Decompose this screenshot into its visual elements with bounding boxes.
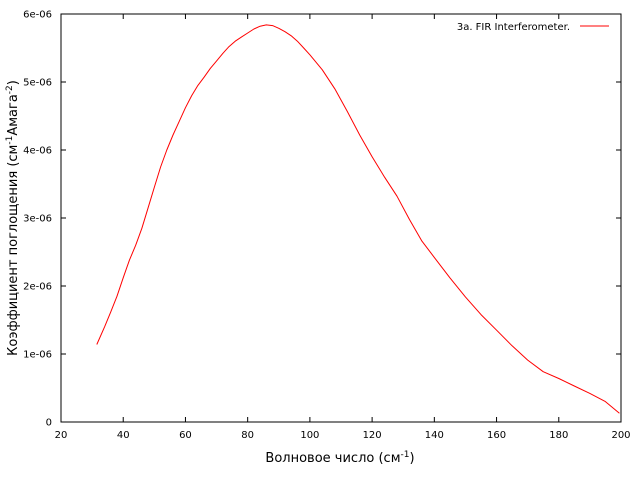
x-tick-label: 200 <box>611 430 630 441</box>
x-tick-label: 80 <box>241 430 254 441</box>
x-tick-label: 140 <box>425 430 444 441</box>
y-tick-label: 5e-06 <box>23 78 52 89</box>
x-tick-label: 60 <box>179 430 192 441</box>
y-axis-label: Коэффициент поглощения (см-1Амага-2) <box>5 80 21 356</box>
y-axis-ticks: 0 1e-06 2e-06 3e-06 4e-06 5e-06 6e-06 <box>23 10 621 429</box>
x-axis-label: Волновое число (см-1) <box>265 450 414 466</box>
x-axis-ticks: 20 40 60 80 100 120 140 160 180 200 <box>55 14 631 441</box>
x-tick-label: 100 <box>300 430 319 441</box>
series-layer <box>96 24 620 414</box>
legend-label: 3a. FIR Interferometer. <box>457 22 570 33</box>
y-tick-label: 3e-06 <box>23 214 52 225</box>
legend: 3a. FIR Interferometer. <box>457 22 609 33</box>
y-tick-label: 2e-06 <box>23 282 52 293</box>
x-tick-label: 120 <box>363 430 382 441</box>
x-tick-label: 40 <box>117 430 130 441</box>
y-tick-label: 6e-06 <box>23 10 52 21</box>
series-line <box>96 24 620 414</box>
x-tick-label: 160 <box>487 430 506 441</box>
y-tick-label: 0 <box>46 418 52 429</box>
y-tick-label: 1e-06 <box>23 350 52 361</box>
x-tick-label: 180 <box>549 430 568 441</box>
x-tick-label: 20 <box>55 430 68 441</box>
y-tick-label: 4e-06 <box>23 146 52 157</box>
